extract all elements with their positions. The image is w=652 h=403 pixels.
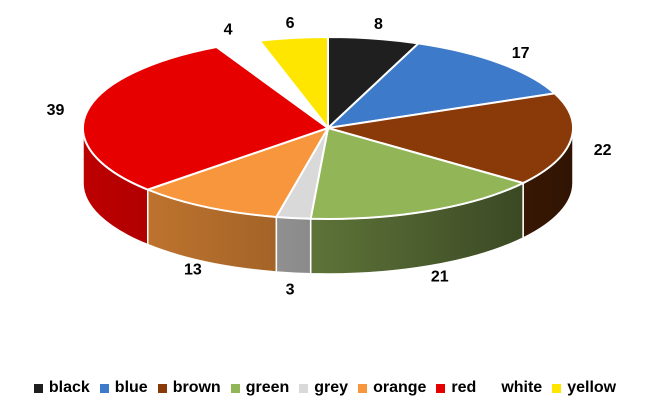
legend-item-yellow: yellow xyxy=(552,379,616,397)
legend-label-white: white xyxy=(501,379,543,396)
legend-item-blue: blue xyxy=(99,379,148,397)
legend-label-yellow: yellow xyxy=(567,379,617,396)
legend-label-blue: blue xyxy=(114,379,148,396)
data-label-white: 4 xyxy=(224,22,233,39)
legend-item-white: white xyxy=(486,379,542,397)
slice-red xyxy=(82,45,331,191)
data-label-blue: 17 xyxy=(512,45,530,62)
legend-swatch-white xyxy=(486,383,496,393)
legend-swatch-orange xyxy=(358,383,368,393)
legend-label-green: green xyxy=(245,379,290,396)
data-label-green: 21 xyxy=(431,269,449,286)
legend-label-orange: orange xyxy=(373,379,427,396)
legend-swatch-black xyxy=(33,383,43,393)
legend-item-black: black xyxy=(33,379,90,397)
data-label-brown: 22 xyxy=(594,142,612,159)
legend-swatch-blue xyxy=(99,383,109,393)
pie-chart: 8 17 22 21 3 13 39 4 6 xyxy=(47,15,612,298)
legend-swatch-brown xyxy=(157,383,167,393)
slice-yellow xyxy=(257,35,329,131)
legend-label-brown: brown xyxy=(172,379,221,396)
legend-swatch-green xyxy=(230,383,240,393)
data-label-red: 39 xyxy=(47,102,65,119)
chart-legend: black blue brown green grey orange red white yel… xyxy=(0,376,652,400)
legend-item-grey: grey xyxy=(299,379,348,397)
data-label-black: 8 xyxy=(374,16,383,33)
data-label-yellow: 6 xyxy=(286,15,295,32)
slice-green xyxy=(309,126,526,220)
data-label-grey: 3 xyxy=(286,281,295,298)
legend-label-red: red xyxy=(451,379,477,396)
legend-swatch-red xyxy=(436,383,446,393)
legend-label-grey: grey xyxy=(314,379,349,396)
legend-item-brown: brown xyxy=(157,379,221,397)
legend-item-red: red xyxy=(436,379,476,397)
slice-side-grey xyxy=(275,216,312,275)
legend-swatch-yellow xyxy=(552,383,562,393)
legend-item-orange: orange xyxy=(358,379,426,397)
legend-swatch-grey xyxy=(299,383,309,393)
data-label-orange: 13 xyxy=(184,262,202,279)
slice-brown xyxy=(327,92,574,185)
slice-blue xyxy=(324,42,557,130)
slice-orange xyxy=(144,126,331,218)
legend-label-black: black xyxy=(48,379,90,396)
legend-item-green: green xyxy=(230,379,290,397)
